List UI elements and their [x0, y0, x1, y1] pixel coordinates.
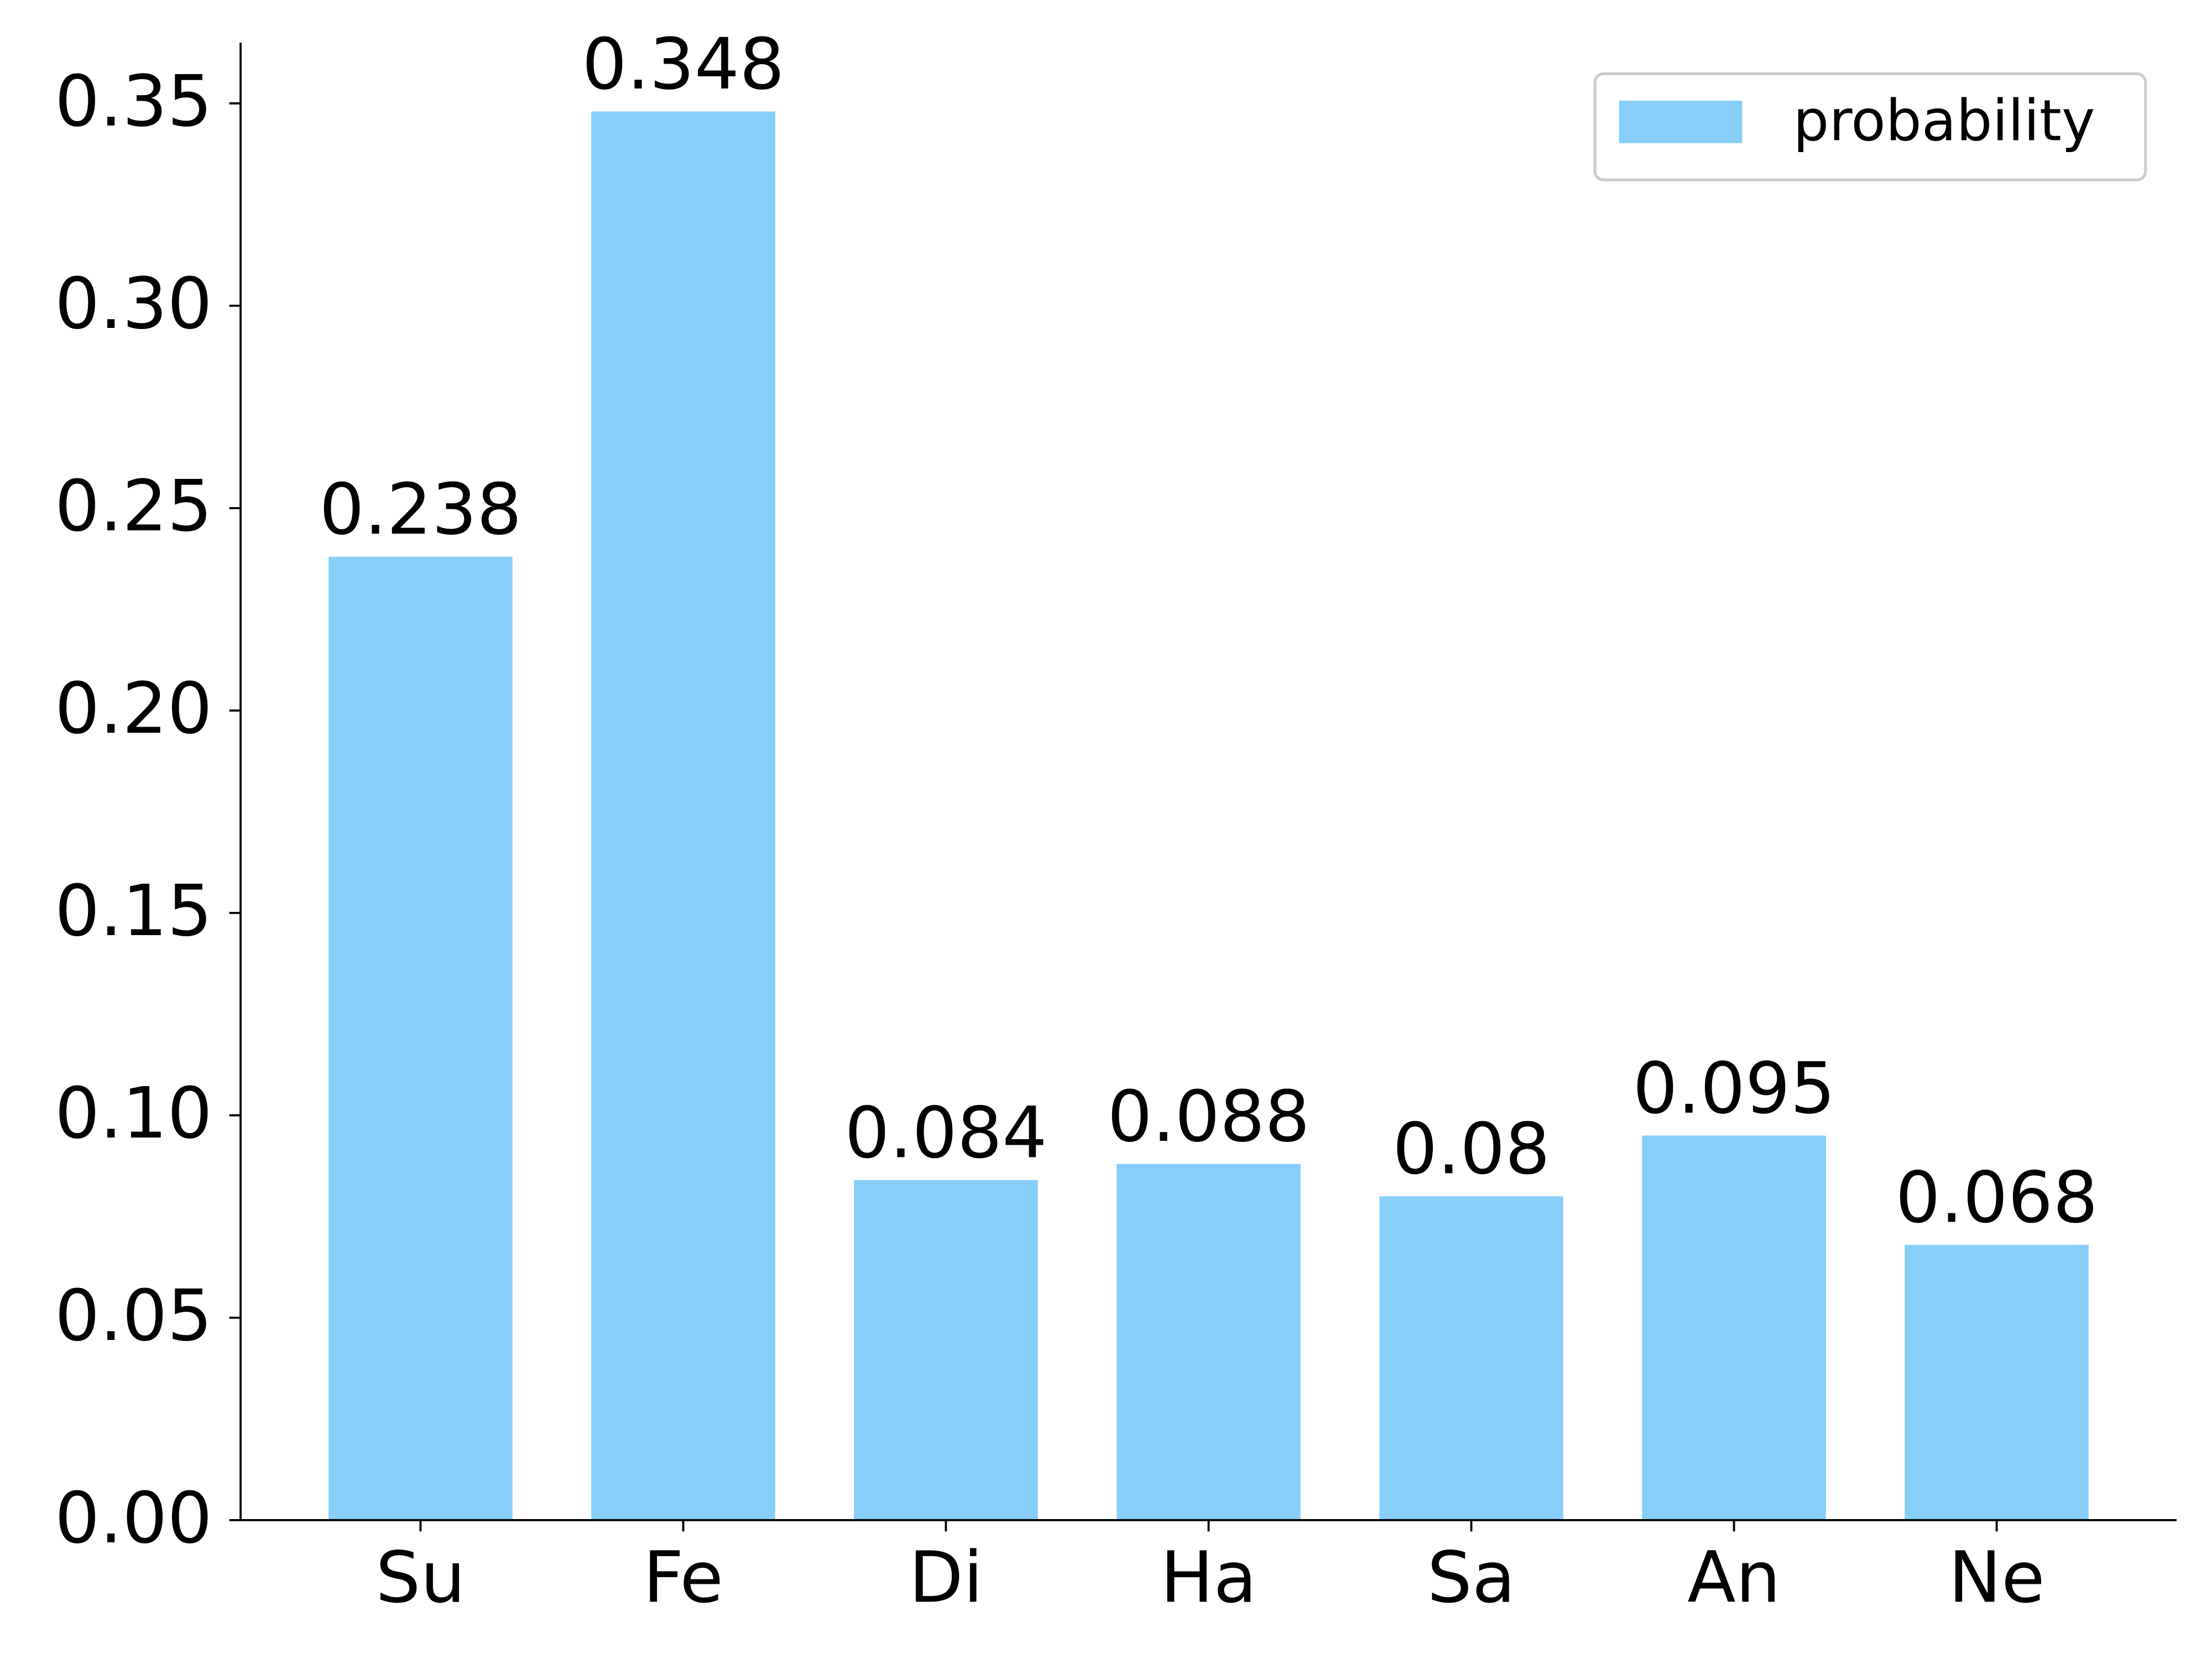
x-tick-label: Su	[375, 1537, 465, 1619]
legend-swatch	[1619, 101, 1743, 143]
bar	[591, 111, 775, 1520]
y-tick-label: 0.35	[55, 60, 212, 143]
y-tick-label: 0.25	[55, 465, 212, 547]
x-tick-label: Di	[909, 1537, 983, 1619]
bar	[854, 1180, 1038, 1520]
data-label: 0.348	[582, 23, 784, 106]
bar	[1642, 1135, 1826, 1520]
legend: probability	[1593, 72, 2147, 181]
y-tick-label: 0.20	[55, 667, 212, 750]
x-tick-label: Ne	[1948, 1537, 2044, 1619]
bar	[1905, 1245, 2089, 1520]
x-tick-label: Sa	[1427, 1537, 1516, 1619]
bar	[1379, 1196, 1563, 1520]
y-tick-label: 0.15	[55, 870, 212, 952]
data-label: 0.08	[1392, 1108, 1550, 1191]
data-label: 0.238	[319, 468, 521, 551]
y-tick-label: 0.30	[55, 263, 212, 345]
legend-label: probability	[1793, 88, 2095, 154]
x-tick-label: Fe	[643, 1537, 723, 1619]
bar	[328, 556, 513, 1520]
bar	[1117, 1164, 1301, 1520]
x-tick-label: An	[1687, 1537, 1781, 1619]
y-tick-label: 0.10	[55, 1072, 212, 1155]
x-tick-label: Ha	[1160, 1537, 1257, 1619]
y-tick-label: 0.05	[55, 1275, 212, 1357]
y-tick-label: 0.00	[55, 1477, 212, 1559]
data-label: 0.068	[1895, 1156, 2098, 1239]
data-label: 0.084	[844, 1092, 1047, 1174]
data-label: 0.088	[1107, 1076, 1310, 1158]
data-label: 0.095	[1632, 1047, 1835, 1130]
legend-box	[1593, 72, 2147, 181]
